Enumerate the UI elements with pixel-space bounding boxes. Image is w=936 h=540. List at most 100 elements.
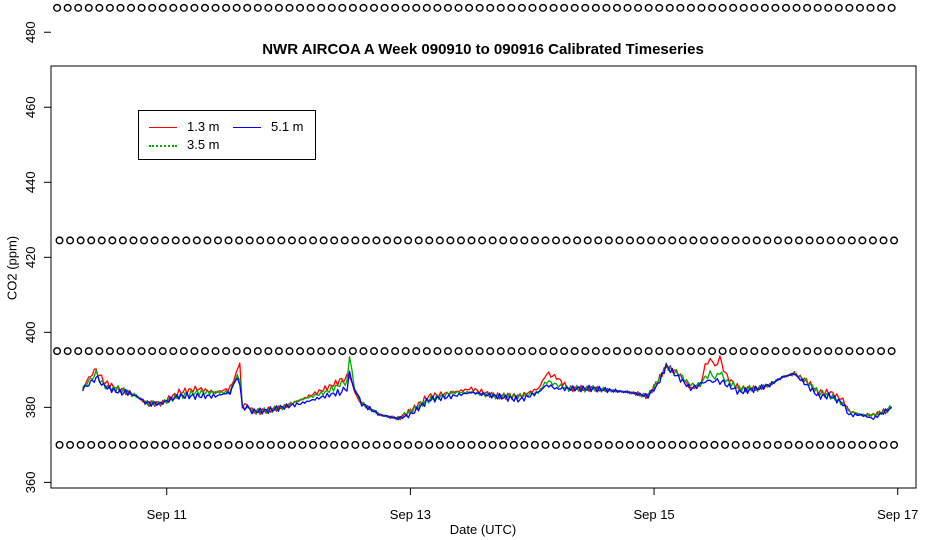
calibration-point — [169, 347, 178, 356]
calibration-point — [750, 3, 759, 12]
calibration-point — [591, 3, 600, 12]
calibration-point — [583, 440, 592, 449]
calibration-point — [499, 440, 508, 449]
calibration-point — [708, 347, 717, 356]
calibration-point — [879, 236, 888, 245]
calibration-point — [140, 440, 149, 449]
calibration-point — [708, 3, 717, 12]
calibration-point — [182, 236, 191, 245]
calibration-point — [232, 3, 241, 12]
calibration-point — [689, 236, 698, 245]
calibration-point — [615, 440, 624, 449]
y-tick-label: 440 — [23, 171, 38, 193]
calibration-point — [129, 236, 138, 245]
calibration-point — [171, 236, 180, 245]
series-line-1-3-m — [82, 355, 892, 421]
calibration-point — [509, 236, 518, 245]
calibration-point — [213, 440, 222, 449]
calibration-point — [412, 3, 421, 12]
calibration-point — [435, 440, 444, 449]
calibration-point — [890, 236, 899, 245]
calibration-point — [391, 347, 400, 356]
calibration-point — [710, 236, 719, 245]
calibration-point — [158, 3, 167, 12]
calibration-point — [127, 3, 136, 12]
calibration-point — [340, 440, 349, 449]
calibration-point — [813, 3, 822, 12]
calibration-point — [784, 440, 793, 449]
calibration-point — [296, 347, 305, 356]
calibration-point — [327, 3, 336, 12]
calibration-point — [245, 236, 254, 245]
calibration-point — [583, 236, 592, 245]
calibration-point — [520, 236, 529, 245]
calibration-point — [213, 236, 222, 245]
calibration-point — [792, 347, 801, 356]
calibration-point — [74, 3, 83, 12]
calibration-point — [150, 236, 159, 245]
calibration-point — [76, 236, 85, 245]
calibration-point — [530, 236, 539, 245]
calibration-point — [97, 236, 106, 245]
calibration-point — [634, 347, 643, 356]
calibration-point — [549, 347, 558, 356]
calibration-point — [224, 440, 233, 449]
calibration-point — [742, 236, 751, 245]
x-axis-label: Date (UTC) — [449, 522, 517, 537]
calibration-point — [549, 3, 558, 12]
calibration-point — [87, 236, 96, 245]
calibration-point — [530, 440, 539, 449]
legend: 1.3 m 5.1 m 3.5 m — [138, 110, 316, 160]
calibration-point — [435, 236, 444, 245]
calibration-point — [171, 440, 180, 449]
calibration-point — [890, 440, 899, 449]
calibration-point — [834, 347, 843, 356]
calibration-point — [192, 440, 201, 449]
calibration-point — [127, 347, 136, 356]
calibration-point — [591, 347, 600, 356]
legend-label-1-3m: 1.3 m — [187, 119, 220, 134]
calibration-point — [192, 236, 201, 245]
calibration-point — [686, 347, 695, 356]
calibration-point — [76, 440, 85, 449]
plot-frame — [50, 65, 917, 489]
calibration-point — [370, 347, 379, 356]
calibration-point — [256, 236, 265, 245]
calibration-point — [562, 236, 571, 245]
calibration-point — [581, 3, 590, 12]
calibration-point — [697, 347, 706, 356]
calibration-point — [285, 3, 294, 12]
calibration-point — [834, 3, 843, 12]
calibration-point — [140, 236, 149, 245]
calibration-point — [150, 440, 159, 449]
calibration-points — [53, 3, 899, 449]
calibration-point — [699, 440, 708, 449]
chart-title: NWR AIRCOA A Week 090910 to 090916 Calib… — [262, 41, 704, 58]
calibration-point — [253, 347, 262, 356]
calibration-point — [773, 440, 782, 449]
x-tick-label: Sep 15 — [633, 507, 674, 522]
calibration-point — [794, 440, 803, 449]
calibration-point — [887, 347, 896, 356]
calibration-point — [647, 440, 656, 449]
calibration-point — [274, 3, 283, 12]
calibration-point — [158, 347, 167, 356]
calibration-point — [718, 347, 727, 356]
calibration-point — [541, 440, 550, 449]
calibration-point — [475, 347, 484, 356]
y-tick-label: 480 — [23, 21, 38, 43]
calibration-point — [222, 3, 231, 12]
calibration-point — [729, 347, 738, 356]
calibration-point — [454, 347, 463, 356]
calibration-point — [414, 236, 423, 245]
x-axis: Sep 11 Sep 13 Sep 15 Sep 17 — [147, 488, 918, 522]
calibration-point — [97, 440, 106, 449]
calibration-point — [148, 3, 157, 12]
calibration-point — [478, 236, 487, 245]
calibration-point — [232, 347, 241, 356]
calibration-point — [742, 440, 751, 449]
calibration-point — [496, 3, 505, 12]
calibration-point — [383, 440, 392, 449]
calibration-point — [552, 440, 561, 449]
calibration-point — [602, 347, 611, 356]
